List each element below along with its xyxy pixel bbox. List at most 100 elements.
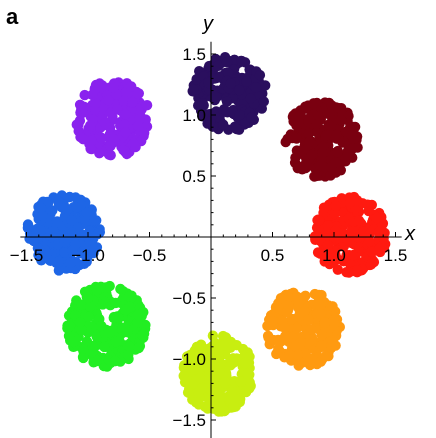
point (213, 392, 224, 403)
point (365, 259, 377, 270)
point (371, 212, 383, 224)
point (208, 380, 219, 392)
point (213, 60, 224, 71)
point (125, 301, 136, 313)
point (325, 170, 336, 181)
point (320, 130, 331, 141)
point (314, 215, 325, 226)
axes: −1.5 −1.0 −0.5 0.5 1.0 1.5 −1.5 −1.0 −0.5 0.5 1.0 1… (10, 13, 416, 438)
point (262, 320, 273, 332)
point (115, 283, 126, 295)
point (284, 348, 296, 359)
point (332, 264, 343, 275)
point (283, 292, 294, 303)
point (178, 370, 189, 382)
point (228, 401, 239, 413)
point (81, 206, 92, 218)
cluster-2 (280, 97, 363, 182)
point (318, 202, 330, 213)
point (193, 100, 204, 111)
point (65, 257, 76, 269)
point (250, 82, 262, 93)
point (331, 129, 342, 141)
point (218, 104, 230, 115)
point (53, 265, 65, 276)
point (87, 340, 98, 352)
cluster-5 (178, 330, 256, 417)
point (122, 327, 133, 338)
point (319, 317, 331, 328)
point (105, 140, 116, 152)
point (289, 340, 301, 352)
point (118, 95, 130, 106)
point (221, 56, 233, 68)
point (258, 96, 269, 107)
point (320, 351, 331, 362)
cluster-6 (62, 280, 151, 372)
point (137, 330, 148, 341)
point (103, 149, 115, 160)
point (59, 247, 70, 258)
point (67, 227, 78, 238)
x-tick-label: 1.5 (384, 246, 408, 265)
point (315, 160, 327, 171)
point (52, 216, 63, 227)
point (104, 122, 116, 133)
point (312, 127, 323, 138)
data-points (22, 52, 391, 417)
cluster-3 (309, 191, 391, 278)
point (181, 351, 193, 362)
y-tick-label: 1.0 (182, 106, 206, 125)
point (330, 200, 341, 212)
point (348, 250, 359, 261)
x-tick-label: −0.5 (133, 246, 167, 265)
point (329, 208, 340, 219)
point (126, 81, 137, 92)
point (28, 235, 39, 247)
point (91, 355, 103, 367)
point (120, 109, 131, 120)
point (83, 293, 94, 304)
point (78, 101, 90, 113)
point (90, 97, 101, 109)
point (78, 134, 89, 145)
y-tick-label: 1.5 (182, 45, 206, 64)
point (346, 225, 358, 236)
point (133, 342, 144, 354)
point (330, 225, 341, 236)
point (363, 205, 374, 217)
point (204, 60, 215, 72)
point (317, 147, 328, 159)
point (271, 348, 282, 360)
point (332, 147, 343, 158)
point (309, 288, 321, 300)
x-tick-label: −1.5 (10, 246, 44, 265)
point (110, 297, 121, 309)
point (103, 95, 114, 106)
point (308, 98, 319, 109)
point (303, 113, 315, 124)
point (322, 240, 334, 251)
point (139, 127, 150, 139)
point (315, 308, 326, 319)
point (327, 335, 338, 346)
point (336, 114, 347, 126)
x-tick-label: 1.0 (322, 246, 346, 265)
cluster-7 (22, 190, 106, 276)
point (76, 324, 87, 336)
point (119, 145, 130, 157)
point (366, 246, 377, 257)
y-tick-label: −0.5 (172, 289, 206, 308)
point (99, 341, 110, 353)
point (64, 321, 76, 332)
point (68, 336, 79, 348)
point (130, 141, 141, 153)
point (305, 353, 316, 365)
cluster-4 (262, 287, 345, 371)
point (254, 69, 266, 81)
point (208, 108, 220, 120)
point (272, 334, 284, 346)
point (78, 352, 89, 364)
point (203, 77, 214, 89)
point (78, 229, 89, 241)
